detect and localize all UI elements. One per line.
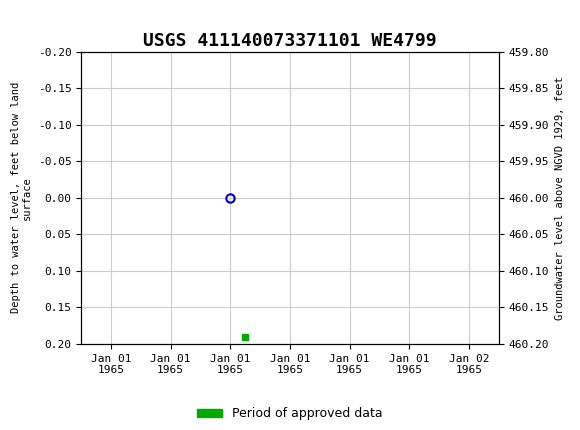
Text: USGS: USGS [23, 9, 74, 29]
Y-axis label: Groundwater level above NGVD 1929, feet: Groundwater level above NGVD 1929, feet [554, 76, 564, 319]
Text: USGS 411140073371101 WE4799: USGS 411140073371101 WE4799 [143, 32, 437, 50]
Legend: Period of approved data: Period of approved data [192, 402, 388, 425]
Y-axis label: Depth to water level, feet below land
surface: Depth to water level, feet below land su… [10, 82, 32, 313]
